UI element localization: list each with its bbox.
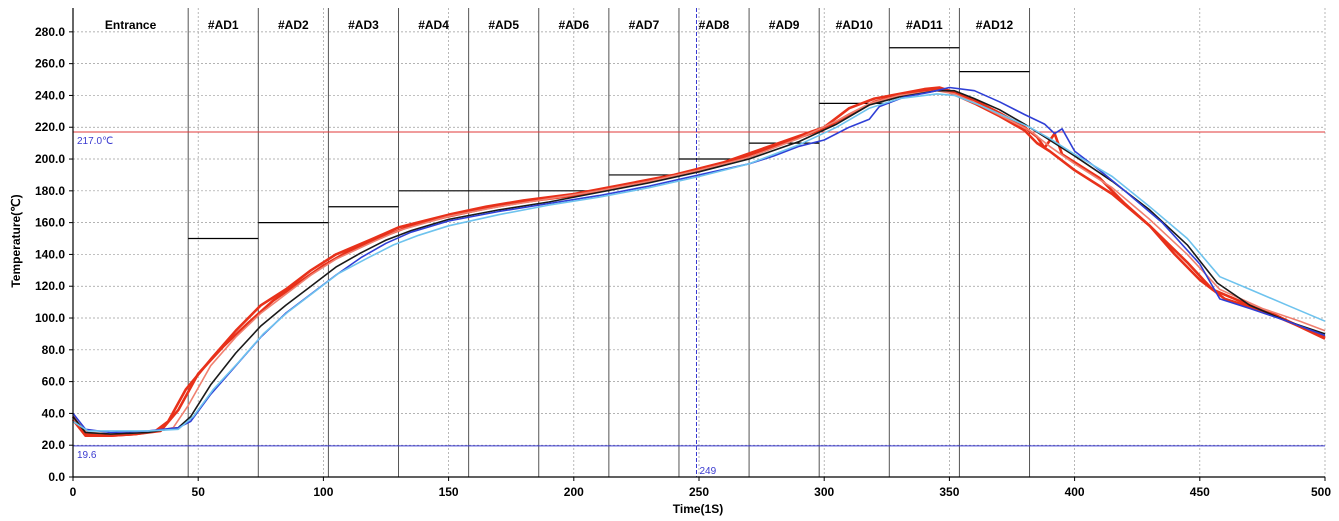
y-tick-label: 80.0 <box>42 343 66 357</box>
zone-label: #AD3 <box>348 18 379 32</box>
x-tick-label: 250 <box>689 485 709 499</box>
y-tick-label: 280.0 <box>35 25 65 39</box>
zone-setpoints <box>188 47 1030 240</box>
y-tick-label: 180.0 <box>35 184 65 198</box>
x-tick-label: 450 <box>1190 485 1210 499</box>
series-group <box>71 86 1326 437</box>
reference-line-label: 19.6 <box>77 450 97 461</box>
zone-label: #AD8 <box>699 18 730 32</box>
y-tick-label: 220.0 <box>35 120 65 134</box>
zone-labels: Entrance #AD1 #AD2 #AD3 #AD4 #AD5 #AD6 #AD7 #AD8… <box>105 18 1014 32</box>
y-tick-label: 160.0 <box>35 216 65 230</box>
zone-label: #AD11 <box>906 18 943 32</box>
y-tick-label: 60.0 <box>42 375 66 389</box>
y-tick-label: 0.0 <box>48 470 65 484</box>
zone-label: Entrance <box>105 18 157 32</box>
series-line-3 <box>72 89 1326 435</box>
x-tick-label: 0 <box>70 485 77 499</box>
y-axis-title: Temperature(℃) <box>9 194 23 287</box>
x-tick-label: 500 <box>1311 485 1331 499</box>
y-tick-label: 20.0 <box>42 438 66 452</box>
x-tick-label: 200 <box>564 485 584 499</box>
y-tick-label: 100.0 <box>35 311 65 325</box>
y-tick-label: 40.0 <box>42 406 66 420</box>
series-line-6 <box>72 93 1326 432</box>
zone-label: #AD1 <box>208 18 239 32</box>
x-tick-label: 400 <box>1065 485 1085 499</box>
x-tick-label: 100 <box>313 485 333 499</box>
y-tick-label: 240.0 <box>35 88 65 102</box>
y-tick-label: 260.0 <box>35 57 65 71</box>
series-line-4 <box>72 89 1326 435</box>
cursor-label: 249 <box>699 466 716 477</box>
y-tick-label: 120.0 <box>35 279 65 293</box>
x-tick-label: 350 <box>939 485 959 499</box>
y-tick-label: 200.0 <box>35 152 65 166</box>
reference-line-label: 217.0℃ <box>77 136 113 147</box>
x-tick-label: 50 <box>192 485 206 499</box>
zone-label: #AD2 <box>278 18 309 32</box>
zone-label: #AD10 <box>836 18 874 32</box>
x-tick-label: 300 <box>814 485 834 499</box>
tick-labels: 0.0 20.0 40.0 60.0 80.0 100.0 120.0 140.0 160.0 1… <box>35 25 1331 499</box>
x-axis-title: Time(1S) <box>673 502 723 516</box>
x-tick-label: 150 <box>439 485 459 499</box>
zone-label: #AD9 <box>769 18 800 32</box>
zone-label: #AD6 <box>558 18 589 32</box>
zone-label: #AD7 <box>629 18 660 32</box>
zone-label: #AD12 <box>976 18 1014 32</box>
y-tick-label: 140.0 <box>35 247 65 261</box>
reference-lines: 217.0℃ 19.6 249 <box>73 8 1325 477</box>
zone-label: #AD5 <box>488 18 519 32</box>
zone-label: #AD4 <box>418 18 449 32</box>
